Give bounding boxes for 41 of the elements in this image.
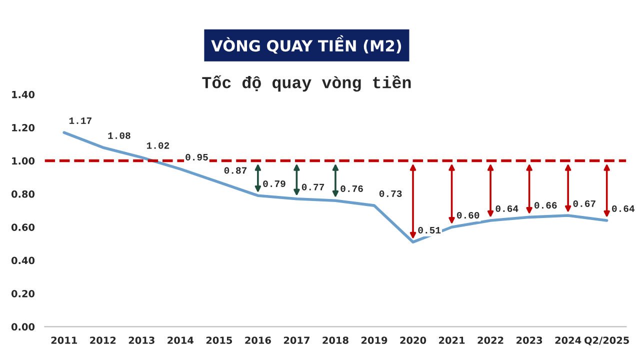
line-series [62,131,608,244]
data-label: 0.73 [379,190,402,198]
x-tick-label: 2023 [516,336,542,344]
y-tick-label: 0.40 [11,256,35,264]
y-tick-label: 1.20 [12,124,35,132]
data-label: 0.95 [186,154,208,160]
data-label: 1.17 [69,117,92,124]
x-tick-label: 2013 [128,336,154,344]
data-label: 0.87 [224,167,247,174]
data-label: 1.02 [146,142,170,149]
data-label: 0.67 [573,200,596,207]
x-tick-label: 2022 [478,336,504,344]
chart-subtitle: Tốc độ quay vòng tiền [202,75,411,92]
data-label: 1.08 [108,132,130,139]
data-label: 0.64 [496,205,518,212]
y-tick-label: 0.80 [11,190,35,198]
x-tick-label: 2014 [168,336,194,344]
y-tick-label: 0.00 [11,323,35,331]
y-tick-label: 1.40 [12,90,35,98]
data-label: 0.77 [302,184,324,190]
data-label: 0.79 [263,180,286,188]
x-tick-label: 2012 [90,336,116,344]
x-tick-label: 2018 [322,336,348,344]
data-label: 0.66 [534,202,557,209]
data-label: 0.51 [418,226,441,234]
x-tick-label: 2020 [400,336,426,344]
y-tick-label: 0.60 [11,224,35,231]
data-label: 0.64 [612,205,635,212]
y-tick-label: 0.20 [11,290,35,298]
x-tick-label: 2016 [245,336,271,344]
chart-title: VÒNG QUAY TIỀN (M2) [211,35,402,54]
x-tick-label: Q2/2025 [584,336,629,346]
data-label: 0.76 [340,185,363,192]
x-tick-label: 2019 [361,336,388,344]
x-tick-label: 2011 [51,336,77,344]
x-tick-label: 2021 [439,336,465,344]
data-label: 0.60 [456,212,480,219]
y-tick-label: 1.00 [12,157,35,165]
x-tick-label: 2015 [206,336,232,344]
x-tick-label: 2017 [284,336,310,344]
x-tick-label: 2024 [555,336,582,344]
